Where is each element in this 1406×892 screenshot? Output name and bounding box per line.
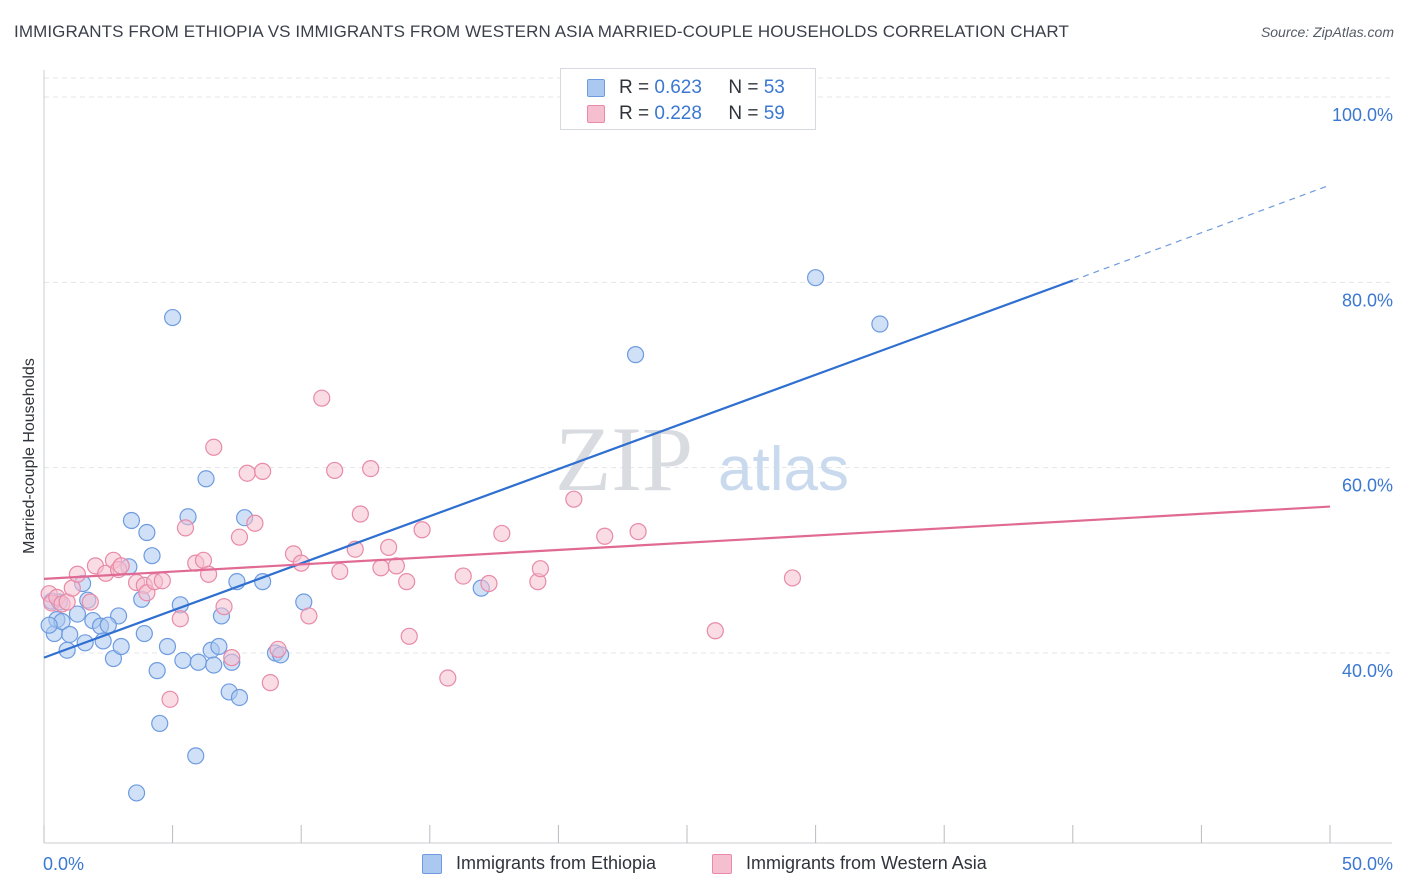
point-western-asia [480, 574, 498, 593]
point-ethiopia [148, 662, 166, 680]
point-western-asia [387, 557, 405, 575]
point-ethiopia [138, 523, 156, 542]
point-western-asia [230, 528, 249, 546]
legend-r-value: 0.623 [654, 77, 702, 98]
y-tick-label: 40.0% [1342, 661, 1393, 681]
y-tick-label: 100.0% [1332, 105, 1393, 125]
trend-line-ethiopia [43, 279, 1074, 659]
legend-n-label: N = [728, 103, 759, 124]
point-western-asia [565, 490, 583, 508]
point-western-asia [215, 598, 233, 616]
point-western-asia [493, 524, 511, 543]
correlation-legend: R = 0.623 N = 53 R = 0.228 N = 59 [560, 68, 816, 130]
point-ethiopia [135, 624, 153, 643]
point-western-asia [171, 610, 189, 628]
source-credit: Source: ZipAtlas.com [1260, 24, 1394, 40]
y-axis-label: Married-couple Households [21, 358, 38, 554]
point-ethiopia [205, 656, 223, 674]
point-ethiopia [104, 649, 123, 668]
trend-line-western-asia [43, 505, 1331, 580]
point-ethiopia [806, 269, 825, 287]
point-ethiopia [230, 688, 249, 707]
point-western-asia [261, 674, 279, 692]
point-western-asia [362, 459, 380, 478]
point-western-asia [331, 562, 349, 581]
x-tick-label: 50.0% [1342, 854, 1393, 874]
point-western-asia [413, 521, 431, 539]
point-western-asia [68, 565, 87, 583]
point-ethiopia [40, 616, 58, 634]
point-western-asia [81, 593, 99, 611]
point-ethiopia [122, 511, 141, 530]
points-layer [40, 269, 889, 802]
y-tick-label: 80.0% [1342, 290, 1393, 310]
point-western-asia [326, 461, 344, 480]
point-western-asia [153, 572, 171, 590]
point-western-asia [596, 527, 614, 545]
trend-line-ethiopia-extension [1072, 184, 1331, 282]
point-western-asia [531, 560, 549, 578]
point-western-asia [254, 462, 272, 480]
point-western-asia [205, 438, 223, 456]
point-ethiopia [189, 653, 207, 671]
point-ethiopia [187, 747, 205, 765]
point-western-asia [300, 607, 318, 625]
point-western-asia [454, 567, 472, 585]
x-tick-label: 0.0% [43, 854, 84, 874]
point-ethiopia [254, 573, 272, 591]
tick-label-layer: 40.0% 60.0% 80.0% 100.0% 0.0% 50.0% [43, 105, 1393, 874]
legend-r-label: R = [619, 77, 650, 98]
legend-n-value: 59 [763, 103, 785, 124]
axis-layer [43, 70, 1392, 844]
point-ethiopia [164, 308, 182, 327]
point-ethiopia [127, 784, 146, 802]
chart-title: IMMIGRANTS FROM ETHIOPIA VS IMMIGRANTS F… [14, 22, 1069, 41]
point-western-asia [269, 640, 287, 658]
legend-swatch-western-asia [587, 105, 605, 123]
point-ethiopia [143, 547, 161, 565]
point-ethiopia [99, 616, 117, 634]
trend-layer [43, 184, 1331, 659]
bottom-legend-label-ethiopia: Immigrants from Ethiopia [456, 853, 657, 873]
point-ethiopia [112, 637, 130, 656]
point-western-asia [706, 622, 724, 640]
point-western-asia [351, 505, 369, 523]
point-ethiopia [158, 637, 177, 656]
point-ethiopia [151, 714, 169, 733]
bottom-legend-label-western-asia: Immigrants from Western Asia [746, 853, 987, 873]
bottom-legend-swatch-ethiopia [422, 854, 442, 874]
point-western-asia [176, 519, 195, 537]
point-western-asia [112, 557, 130, 575]
point-ethiopia [174, 651, 192, 670]
point-western-asia [223, 649, 241, 667]
point-western-asia [372, 559, 390, 577]
point-ethiopia [210, 637, 228, 656]
legend-r-value: 0.228 [654, 103, 702, 124]
point-western-asia [313, 389, 331, 407]
point-ethiopia [61, 625, 79, 644]
legend-swatch-ethiopia [587, 79, 605, 97]
point-western-asia [439, 669, 457, 687]
legend-n-value: 53 [763, 77, 785, 98]
bottom-legend-swatch-western-asia [712, 854, 732, 874]
point-ethiopia [68, 605, 87, 623]
legend-text-western-asia: R = 0.228 N = 59 [619, 103, 785, 125]
point-western-asia [629, 523, 647, 541]
legend-n-label: N = [728, 77, 759, 98]
point-ethiopia [871, 315, 889, 333]
point-western-asia [238, 464, 256, 482]
point-ethiopia [626, 346, 645, 364]
point-western-asia [161, 690, 179, 708]
point-western-asia [380, 538, 398, 556]
point-western-asia [783, 569, 802, 587]
point-western-asia [400, 627, 418, 645]
point-western-asia [246, 514, 264, 532]
point-ethiopia [197, 470, 215, 488]
watermark-atlas: atlas [718, 435, 849, 504]
legend-r-label: R = [619, 103, 650, 124]
legend-text-ethiopia: R = 0.623 N = 53 [619, 77, 785, 99]
y-tick-label: 60.0% [1342, 476, 1393, 496]
point-western-asia [398, 573, 416, 591]
